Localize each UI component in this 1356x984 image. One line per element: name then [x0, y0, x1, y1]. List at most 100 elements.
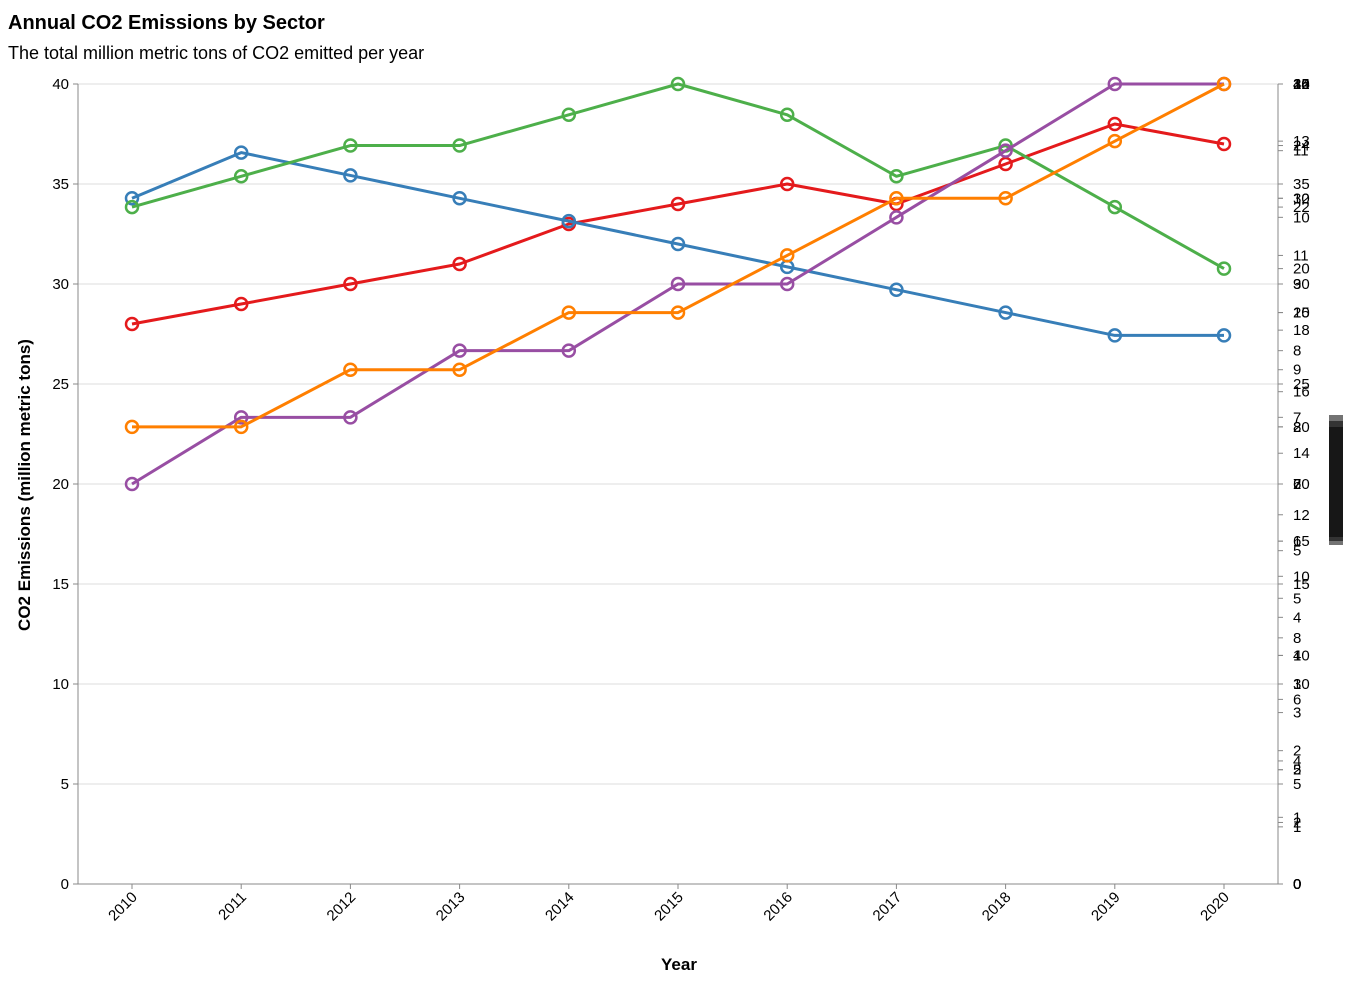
right-axis-tick-label: 35 — [1293, 76, 1310, 93]
right-axis-tick-label: 18 — [1293, 322, 1310, 339]
right-axis-tick-label: 4 — [1293, 753, 1301, 770]
data-point — [343, 362, 358, 377]
right-axis-tick-label: 15 — [1293, 576, 1310, 593]
right-axis-tick-label: 14 — [1293, 76, 1310, 93]
right-axis-tick-label: 4 — [1293, 609, 1301, 626]
x-tick-label: 2010 — [105, 889, 141, 925]
right-axis-tick-label: 30 — [1293, 190, 1310, 207]
right-axis-tick-label: 40 — [1293, 76, 1310, 93]
right-axis-tick-label: 0 — [1293, 876, 1301, 893]
data-point — [561, 213, 577, 229]
data-point — [561, 107, 577, 123]
data-point — [670, 305, 686, 320]
data-point — [670, 276, 686, 292]
data-point — [452, 256, 467, 272]
data-point — [561, 343, 577, 358]
series-line — [131, 122, 1225, 326]
data-point — [889, 282, 904, 297]
data-point — [889, 191, 904, 206]
data-point — [124, 199, 140, 215]
right-axis-tick-label: 12 — [1293, 190, 1310, 207]
data-point — [998, 191, 1013, 206]
data-point — [1107, 133, 1123, 149]
y-tick-label: 20 — [52, 476, 69, 493]
y-tick-label: 40 — [52, 76, 69, 93]
data-point — [779, 176, 795, 192]
right-axes: 0510152025303540051015202530350246810121… — [1277, 76, 1343, 893]
data-point — [233, 296, 249, 312]
data-point — [1107, 199, 1123, 215]
x-tick-label: 2018 — [979, 889, 1015, 925]
x-tick-label: 2014 — [542, 889, 578, 925]
right-axis-tick-label: 24 — [1293, 138, 1310, 155]
right-axis-tick-label: 15 — [1293, 533, 1310, 550]
right-axis-tick-label: 7 — [1293, 409, 1301, 426]
right-axis-tick-label: 4 — [1293, 647, 1301, 664]
right-axis-tick-label: 20 — [1293, 419, 1310, 436]
y-tick-label: 25 — [52, 376, 69, 393]
series-line — [131, 82, 1225, 270]
right-axis-tick-label: 2 — [1293, 762, 1301, 779]
data-point — [452, 138, 467, 153]
right-axis-tick-label: 3 — [1293, 705, 1301, 722]
right-axis-tick-label: 2 — [1293, 814, 1301, 831]
right-axis-tick-label: 12 — [1293, 76, 1310, 93]
data-point — [124, 419, 140, 435]
data-point — [998, 305, 1013, 320]
data-point — [779, 248, 795, 263]
right-axis-tick-label: 11 — [1293, 247, 1309, 264]
right-axis-tick-label: 0 — [1293, 876, 1301, 893]
data-point — [233, 169, 249, 184]
y-axis: 0 5 10 15 20 25 30 35 40 — [52, 76, 79, 893]
data-point — [233, 410, 249, 425]
data-point — [452, 191, 467, 206]
x-tick-label: 2015 — [651, 889, 687, 925]
right-axis-tick-label: 25 — [1293, 376, 1310, 393]
right-axis-tick-label: 6 — [1293, 476, 1301, 493]
data-point — [1107, 76, 1123, 92]
y-tick-label: 30 — [52, 276, 69, 293]
data-point — [1216, 136, 1232, 152]
data-point — [343, 138, 358, 153]
right-axis-tick-label: 16 — [1293, 384, 1310, 401]
data-point — [998, 143, 1013, 158]
right-axis-titles — [1329, 415, 1343, 545]
right-axis-tick-label: 6 — [1293, 691, 1301, 708]
data-point — [233, 419, 249, 435]
x-axis: 2010 2011 2012 2013 2014 2015 2016 2017 2018 2019… — [78, 883, 1278, 925]
data-point — [1107, 328, 1123, 343]
right-axis-tick-label: 8 — [1293, 343, 1301, 360]
data-point — [889, 210, 904, 225]
right-axis-tick-label: 0 — [1293, 876, 1301, 893]
series-line — [131, 82, 1224, 486]
right-axis-tick-label: 2 — [1293, 743, 1301, 760]
right-axis-tick-label: 0 — [1293, 876, 1301, 893]
right-axis-tick-label: 3 — [1293, 676, 1301, 693]
data-point — [779, 276, 795, 292]
right-axis-tick-label: 13 — [1293, 133, 1310, 150]
series-line — [132, 82, 1225, 429]
right-axis-tick-label: 5 — [1293, 590, 1301, 607]
right-axis-title-mark — [1329, 427, 1343, 537]
right-axis-tick-label: 10 — [1293, 676, 1310, 693]
x-axis-title: Year — [661, 955, 697, 974]
data-point — [343, 168, 358, 183]
right-axis-tick-label: 30 — [1293, 276, 1310, 293]
right-axis-tick-label: 6 — [1293, 533, 1301, 550]
right-axis-tick-label: 1 — [1293, 819, 1301, 836]
data-point — [779, 107, 795, 123]
right-axis-tick-label: 9 — [1293, 276, 1301, 293]
data-point — [998, 156, 1013, 172]
data-point — [343, 410, 358, 425]
data-point — [1216, 328, 1232, 343]
right-axis-tick-label: 20 — [1293, 261, 1310, 278]
x-tick-label: 2012 — [324, 889, 360, 925]
chart-title: Annual CO2 Emissions by Sector — [8, 12, 325, 34]
right-axis-tick-label: 0 — [1293, 876, 1301, 893]
x-tick-label: 2011 — [215, 889, 250, 924]
data-point — [670, 76, 686, 92]
x-tick-label: 2017 — [870, 889, 906, 925]
right-axis-tick-label: 14 — [1293, 445, 1310, 462]
y-tick-label: 5 — [61, 776, 69, 793]
